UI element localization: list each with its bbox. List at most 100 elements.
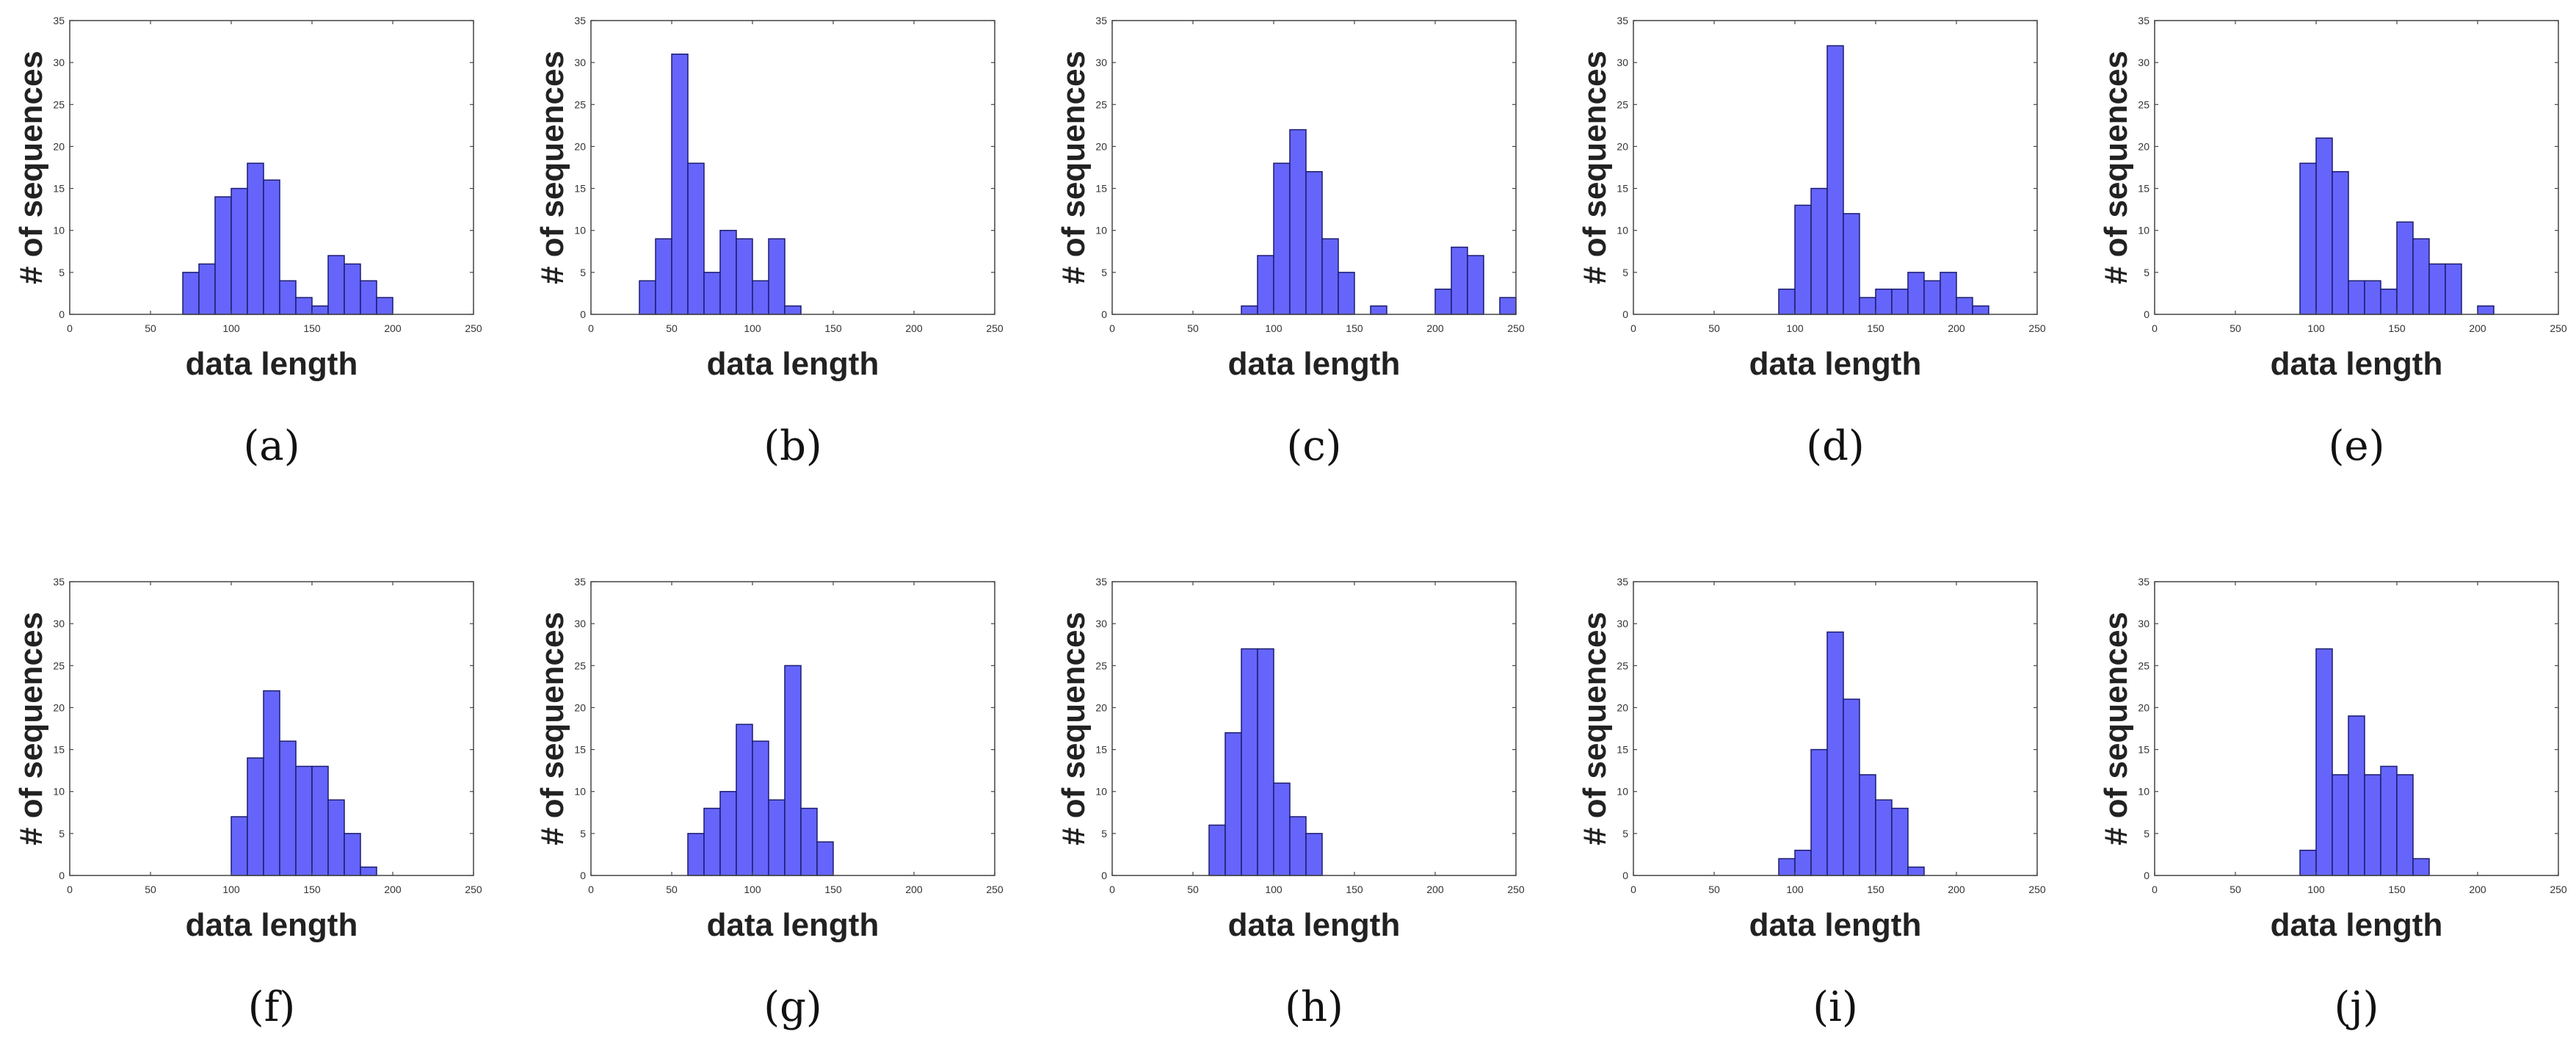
y-tick-label: 5 xyxy=(1622,828,1628,839)
y-tick-label: 0 xyxy=(1622,308,1628,320)
x-tick-label: 250 xyxy=(986,322,1004,334)
plot-area-frame xyxy=(590,20,995,315)
panel-caption: (h) xyxy=(1285,983,1343,1031)
x-tick-label: 200 xyxy=(1426,884,1444,895)
y-tick-label: 30 xyxy=(53,618,65,629)
panel-caption: (a) xyxy=(243,422,300,470)
x-tick-label: 100 xyxy=(222,322,240,334)
y-tick-label: 30 xyxy=(574,618,586,629)
y-tick-label: 25 xyxy=(1095,660,1107,671)
y-tick-label: 10 xyxy=(1617,786,1628,798)
histogram-bar xyxy=(1956,297,1973,315)
histogram-bar xyxy=(1273,782,1291,876)
histogram-bar xyxy=(376,297,393,315)
histogram-bar xyxy=(2380,765,2398,876)
x-tick-label: 0 xyxy=(1109,884,1115,895)
x-tick-label: 250 xyxy=(2028,322,2046,334)
y-axis-label: # of sequences xyxy=(534,612,570,845)
y-axis-label: # of sequences xyxy=(13,612,49,845)
y-axis-label: # of sequences xyxy=(1577,51,1613,284)
histogram-bar xyxy=(1859,297,1876,315)
x-tick-label: 250 xyxy=(2550,322,2567,334)
y-tick-label: 20 xyxy=(1617,140,1628,152)
chart-panel-f: 0 50 100 150 200 250 0 5 10 15 20 25 30 35 data length… xyxy=(13,576,482,1031)
y-tick-label: 30 xyxy=(2138,57,2149,68)
histogram-bar xyxy=(2380,288,2398,315)
y-tick-label: 25 xyxy=(1617,660,1628,671)
y-tick-label: 20 xyxy=(53,701,65,713)
x-tick-label: 150 xyxy=(1867,322,1884,334)
histogram-bar xyxy=(311,765,329,876)
histogram-bar xyxy=(703,272,721,315)
x-tick-label: 150 xyxy=(303,884,321,895)
histogram-bar xyxy=(1257,648,1274,876)
histogram-bar xyxy=(1241,305,1258,315)
x-tick-label: 50 xyxy=(1708,322,1720,334)
y-tick-label: 25 xyxy=(574,98,586,110)
y-tick-label: 15 xyxy=(574,744,586,756)
histogram-bar xyxy=(816,841,834,876)
y-tick-label: 0 xyxy=(2144,870,2149,881)
x-tick-label: 200 xyxy=(2469,322,2486,334)
y-tick-label: 10 xyxy=(2138,225,2149,236)
y-tick-label: 0 xyxy=(59,308,65,320)
histogram-bar xyxy=(1923,280,1941,315)
histogram-bar xyxy=(2315,137,2333,315)
y-tick-label: 35 xyxy=(1095,15,1107,26)
y-tick-label: 30 xyxy=(1095,618,1107,629)
histogram-bar xyxy=(1208,824,1226,876)
histogram-bar xyxy=(231,816,248,876)
x-tick-label: 150 xyxy=(303,322,321,334)
y-tick-label: 5 xyxy=(580,828,586,839)
x-tick-label: 150 xyxy=(2388,322,2406,334)
y-tick-label: 20 xyxy=(574,140,586,152)
chart-panel-e: 0 50 100 150 200 250 0 5 10 15 20 25 30 35 data length… xyxy=(2098,15,2567,470)
y-tick-label: 25 xyxy=(574,660,586,671)
histogram-bar xyxy=(231,187,248,315)
x-axis-label: data length xyxy=(1228,907,1401,943)
histogram-bar xyxy=(279,280,297,315)
histogram-bar xyxy=(1451,246,1468,315)
histogram-bar xyxy=(1467,255,1484,315)
histogram-bar xyxy=(1257,255,1274,315)
y-tick-label: 10 xyxy=(53,225,65,236)
y-tick-label: 30 xyxy=(574,57,586,68)
y-tick-label: 5 xyxy=(580,267,586,278)
y-tick-label: 0 xyxy=(59,870,65,881)
histogram-bar xyxy=(1273,162,1291,315)
y-tick-label: 5 xyxy=(59,267,65,278)
histogram-bar xyxy=(344,833,361,876)
y-tick-label: 10 xyxy=(1617,225,1628,236)
x-axis-label: data length xyxy=(186,346,358,382)
panel-caption: (f) xyxy=(248,983,295,1031)
y-tick-label: 5 xyxy=(1622,267,1628,278)
chart-panel-j: 0 50 100 150 200 250 0 5 10 15 20 25 30 35 data length… xyxy=(2098,576,2567,1031)
x-tick-label: 200 xyxy=(2469,884,2486,895)
y-tick-label: 30 xyxy=(1095,57,1107,68)
histogram-bar xyxy=(1778,288,1796,315)
x-axis-label: data length xyxy=(1228,346,1401,382)
y-tick-label: 20 xyxy=(1095,701,1107,713)
histogram-bar xyxy=(1289,816,1307,876)
y-tick-label: 20 xyxy=(1617,701,1628,713)
histogram-bar xyxy=(360,280,377,315)
y-tick-label: 5 xyxy=(1101,828,1107,839)
x-tick-label: 0 xyxy=(1109,322,1115,334)
x-tick-label: 50 xyxy=(145,322,156,334)
y-tick-label: 0 xyxy=(580,308,586,320)
histogram-bar xyxy=(736,238,753,315)
histogram-bar xyxy=(639,280,656,315)
x-tick-label: 50 xyxy=(1187,322,1199,334)
x-tick-label: 0 xyxy=(67,322,73,334)
histogram-bar xyxy=(752,280,769,315)
y-tick-label: 35 xyxy=(574,15,586,26)
histogram-bar xyxy=(2364,774,2381,876)
panel-caption: (d) xyxy=(1806,422,1865,470)
histogram-bar xyxy=(1794,204,1812,315)
y-tick-label: 15 xyxy=(2138,744,2149,756)
plot-area-frame xyxy=(1633,581,2038,876)
plot-area-frame xyxy=(590,581,995,876)
histogram-bar xyxy=(344,263,361,315)
histogram-bar xyxy=(2332,170,2349,315)
histogram-bar xyxy=(752,740,769,876)
